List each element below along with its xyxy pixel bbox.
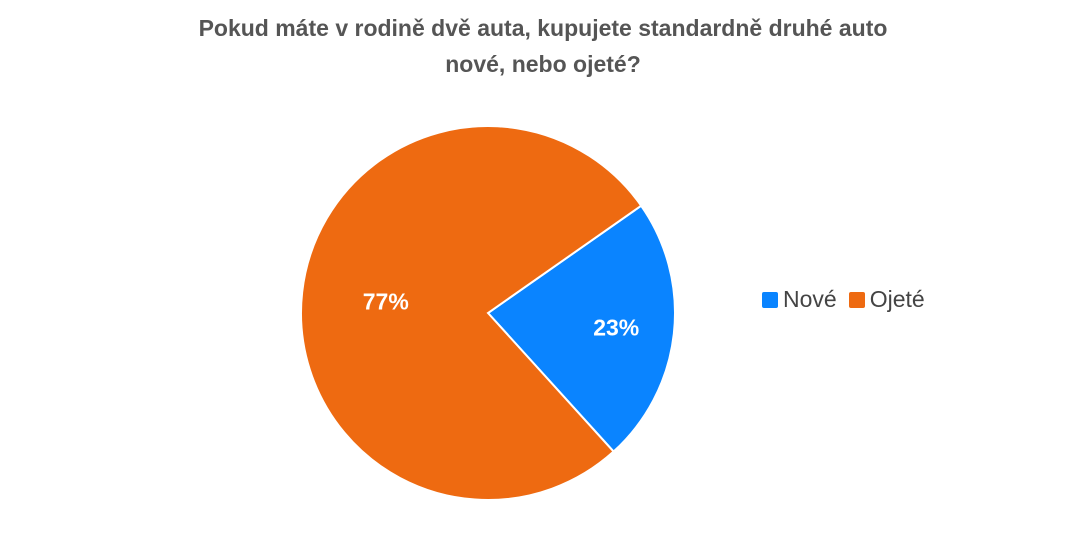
legend-label-nove: Nové xyxy=(783,286,837,312)
chart-title-line-2: nové, nebo ojeté? xyxy=(445,51,641,77)
legend-swatch-ojete xyxy=(848,291,865,308)
pie-label-nove: 23% xyxy=(593,314,639,340)
legend-item-ojete[interactable]: Ojeté xyxy=(848,286,925,313)
legend-item-nove[interactable]: Nové xyxy=(762,286,837,313)
chart-title-line-1: Pokud máte v rodině dvě auta, kupujete s… xyxy=(198,15,888,41)
legend-label-ojete: Ojeté xyxy=(869,286,925,312)
chart-legend: Nové Ojeté xyxy=(762,286,937,313)
pie-slice-ojete[interactable] xyxy=(300,125,643,501)
pie-label-ojete: 77% xyxy=(363,289,409,315)
pie-slice-nove[interactable] xyxy=(486,204,676,453)
chart-title: Pokud máte v rodině dvě auta, kupujete s… xyxy=(0,10,1086,82)
legend-swatch-nove xyxy=(762,291,778,308)
